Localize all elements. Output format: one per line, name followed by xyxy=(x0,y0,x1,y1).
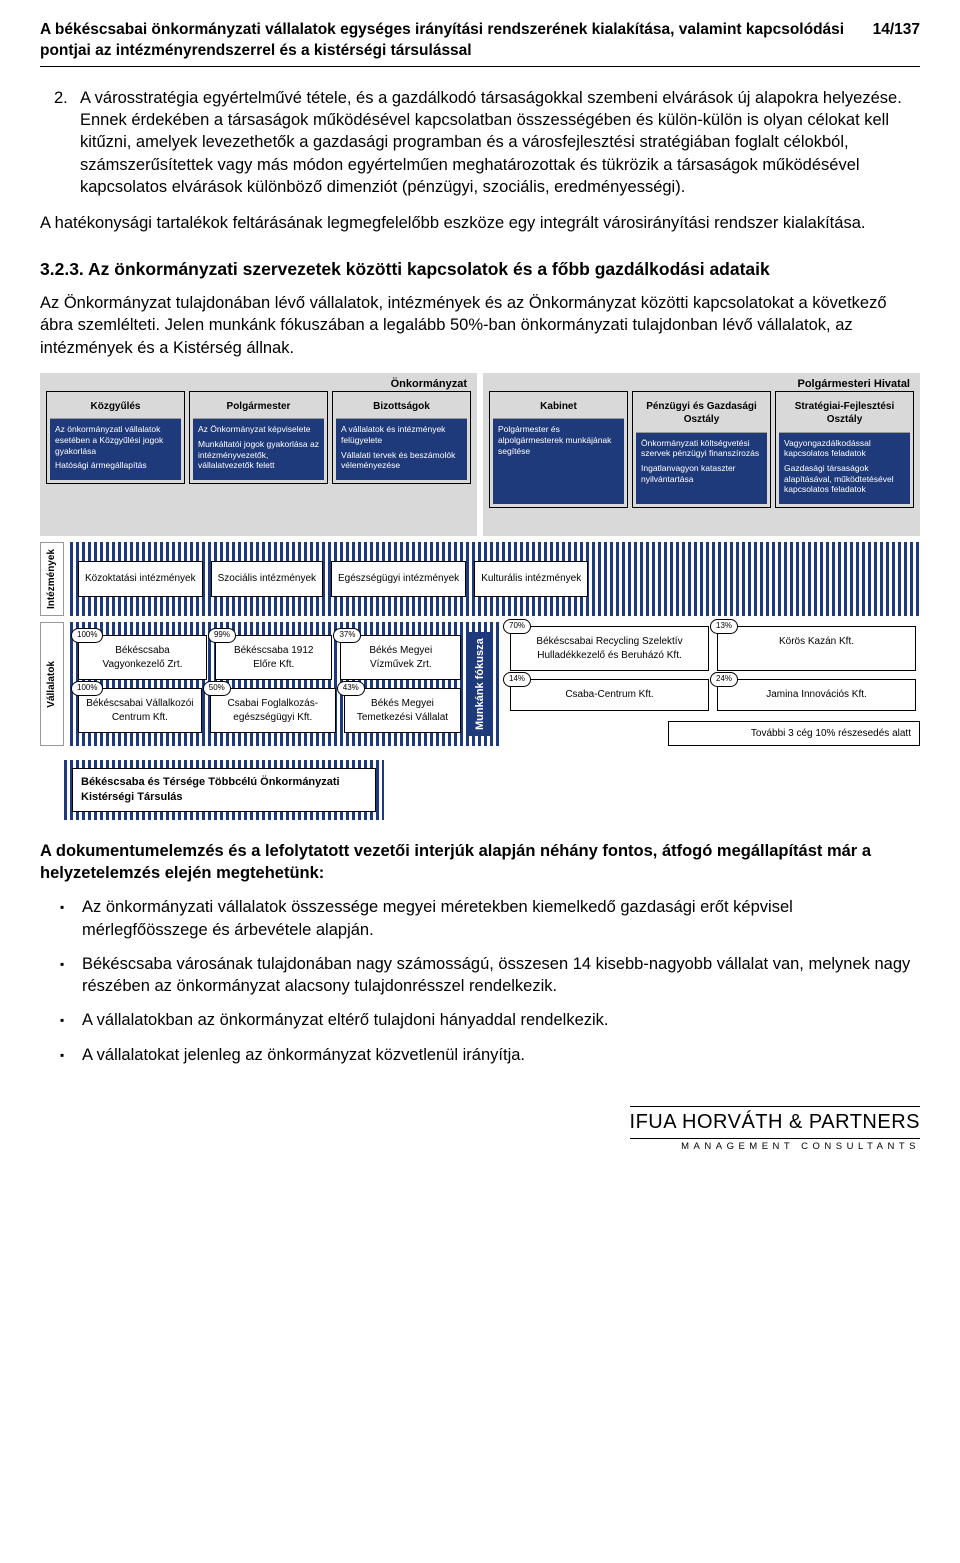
kisterseg-box: Békéscsaba és Térsége Többcélú Önkormány… xyxy=(64,760,384,820)
company-box: Jamina Innovációs Kft.24% xyxy=(717,679,916,711)
note-further-companies: További 3 cég 10% részesedés alatt xyxy=(668,721,920,747)
diagram-top-row: Önkormányzat KözgyűlésAz önkormányzati v… xyxy=(40,373,920,536)
company-box: Békéscsaba 1912 Előre Kft.99% xyxy=(215,635,332,680)
companies-right: Békéscsabai Recycling Szelektív Hulladék… xyxy=(506,622,920,715)
org-card-head: Bizottságok xyxy=(336,395,467,420)
finding-item: Békéscsaba városának tulajdonában nagy s… xyxy=(82,953,920,998)
finding-item: A vállalatokban az önkormányzat eltérő t… xyxy=(82,1009,920,1031)
org-diagram: Önkormányzat KözgyűlésAz önkormányzati v… xyxy=(40,373,920,820)
company-box: Csaba-Centrum Kft.14% xyxy=(510,679,709,711)
numbered-list: 2. A városstratégia egyértelművé tétele,… xyxy=(40,87,920,198)
page-header: A békéscsabai önkormányzati vállalatok e… xyxy=(40,20,920,67)
page-footer: IFUA HORVÁTH & PARTNERS MANAGEMENT CONSU… xyxy=(40,1106,920,1154)
institution-box: Szociális intézmények xyxy=(211,561,323,597)
company-box: Csabai Foglalkozás-egészségügyi Kft.50% xyxy=(210,688,336,733)
ownership-pct: 37% xyxy=(333,628,361,643)
findings-intro: A dokumentumelemzés és a lefolytatott ve… xyxy=(40,840,920,885)
org-card-body: Vagyongazdálkodással kapcsolatos feladat… xyxy=(779,433,910,504)
org-card: Pénzügyi és Gazdasági OsztályÖnkormányza… xyxy=(632,391,771,508)
section-heading: 3.2.3. Az önkormányzati szervezetek közö… xyxy=(40,258,920,282)
logo-line1: IFUA HORVÁTH & PARTNERS xyxy=(630,1109,920,1136)
group-title-polg: Polgármesteri Hivatal xyxy=(798,377,911,392)
org-card-head: Közgyűlés xyxy=(50,395,181,420)
company-box: Békéscsabai Vállalkozói Centrum Kft.100% xyxy=(78,688,202,733)
section-number: 3.2.3. xyxy=(40,259,84,279)
finding-item: A vállalatokat jelenleg az önkormányzat … xyxy=(82,1044,920,1066)
finding-item: Az önkormányzati vállalatok összessége m… xyxy=(82,896,920,941)
ownership-pct: 14% xyxy=(503,672,531,687)
org-card: PolgármesterAz Önkormányzat képviseleteM… xyxy=(189,391,328,484)
org-card-head: Polgármester xyxy=(193,395,324,420)
group-onkormanyzat: Önkormányzat KözgyűlésAz önkormányzati v… xyxy=(40,373,477,536)
org-card-body: A vállalatok és intézmények felügyeleteV… xyxy=(336,419,467,480)
ownership-pct: 13% xyxy=(710,619,738,634)
org-card-body: Polgármester és alpolgármesterek munkájá… xyxy=(493,419,624,504)
company-box: Békés Megyei Temetkezési Vállalat43% xyxy=(344,688,461,733)
ownership-pct: 100% xyxy=(71,681,103,696)
institution-box: Egészségügyi intézmények xyxy=(331,561,466,597)
label-vallalatok: Vállalatok xyxy=(40,622,64,746)
org-card-head: Kabinet xyxy=(493,395,624,420)
label-intezmenyek: Intézmények xyxy=(40,542,64,616)
org-card-head: Pénzügyi és Gazdasági Osztály xyxy=(636,395,767,433)
company-box: Békéscsabai Recycling Szelektív Hulladék… xyxy=(510,626,709,671)
header-title: A békéscsabai önkormányzati vállalatok e… xyxy=(40,20,873,62)
section-title: Az önkormányzati szervezetek közötti kap… xyxy=(88,259,770,279)
org-card-body: Önkormányzati költségvetési szervek pénz… xyxy=(636,433,767,504)
org-card: BizottságokA vállalatok és intézmények f… xyxy=(332,391,471,484)
ownership-pct: 24% xyxy=(710,672,738,687)
kisterseg-label: Békéscsaba és Térsége Többcélú Önkormány… xyxy=(72,768,376,812)
paragraph-efficiency: A hatékonysági tartalékok feltárásának l… xyxy=(40,212,920,234)
org-card: KabinetPolgármester és alpolgármesterek … xyxy=(489,391,628,508)
org-card-body: Az Önkormányzat képviseleteMunkáltatói j… xyxy=(193,419,324,480)
institution-box: Kulturális intézmények xyxy=(474,561,588,597)
companies-left-hatched: Békéscsaba Vagyonkezelő Zrt.100%Békéscsa… xyxy=(70,622,500,746)
institutions-hatched: Közoktatási intézményekSzociális intézmé… xyxy=(70,542,920,616)
institution-box: Közoktatási intézmények xyxy=(78,561,203,597)
ownership-pct: 50% xyxy=(203,681,231,696)
list-number: 2. xyxy=(54,87,68,109)
list-item-2: 2. A városstratégia egyértelművé tétele,… xyxy=(80,87,920,198)
footer-logo: IFUA HORVÁTH & PARTNERS MANAGEMENT CONSU… xyxy=(630,1106,920,1154)
logo-line2: MANAGEMENT CONSULTANTS xyxy=(630,1138,920,1154)
company-box: Békés Megyei Vízművek Zrt.37% xyxy=(340,635,461,680)
row-companies: Vállalatok Békéscsaba Vagyonkezelő Zrt.1… xyxy=(40,622,920,746)
group-polgarmesteri: Polgármesteri Hivatal KabinetPolgármeste… xyxy=(483,373,920,536)
company-box: Békéscsaba Vagyonkezelő Zrt.100% xyxy=(78,635,207,680)
ownership-pct: 43% xyxy=(337,681,365,696)
header-page-number: 14/137 xyxy=(873,20,920,41)
org-card-head: Stratégiai-Fejlesztési Osztály xyxy=(779,395,910,433)
org-card: Stratégiai-Fejlesztési OsztályVagyongazd… xyxy=(775,391,914,508)
findings-list: Az önkormányzati vállalatok összessége m… xyxy=(40,896,920,1066)
section-intro: Az Önkormányzat tulajdonában lévő vállal… xyxy=(40,292,920,359)
list-item-text: A városstratégia egyértelművé tétele, és… xyxy=(80,89,902,196)
ownership-pct: 100% xyxy=(71,628,103,643)
ownership-pct: 70% xyxy=(503,619,531,634)
row-institutions: Intézmények Közoktatási intézményekSzoci… xyxy=(40,542,920,616)
org-card-body: Az önkormányzati vállalatok esetében a K… xyxy=(50,419,181,480)
focus-badge: Munkánk fókusza xyxy=(469,632,492,736)
company-box: Körös Kazán Kft.13% xyxy=(717,626,916,671)
group-title-onk: Önkormányzat xyxy=(391,377,467,392)
org-card: KözgyűlésAz önkormányzati vállalatok ese… xyxy=(46,391,185,484)
ownership-pct: 99% xyxy=(208,628,236,643)
